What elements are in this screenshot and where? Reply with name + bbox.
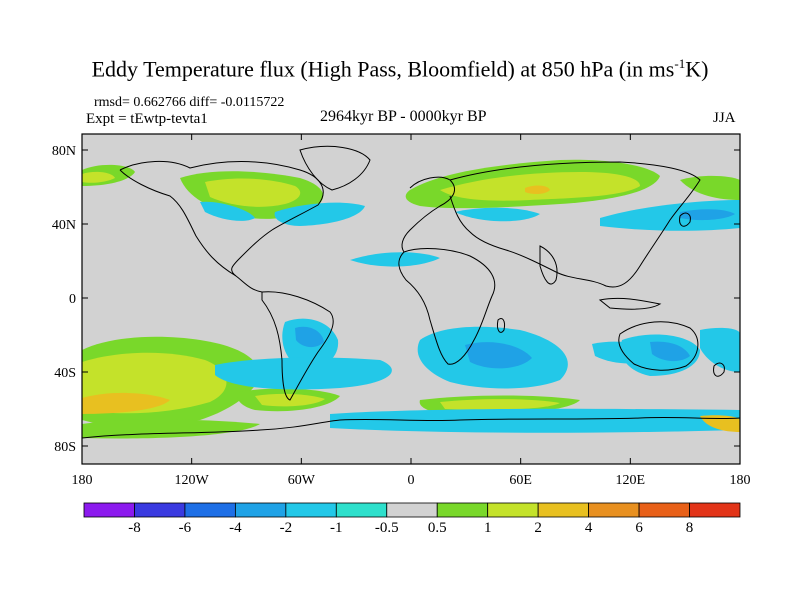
- coastline-antarctica: [81, 416, 741, 439]
- lon-axis: 180 120W 60W 0 60E 120E 180: [72, 134, 751, 488]
- coastline-europe: [401, 176, 455, 253]
- colorbar-label: 0.5: [427, 520, 447, 536]
- lon-label: 180: [730, 473, 751, 488]
- patch-east-asia-dark: [680, 209, 735, 221]
- lon-label: 120W: [175, 473, 210, 488]
- colorbar-swatch: [436, 502, 489, 518]
- colorbar-swatch: [487, 502, 539, 518]
- colorbar-label: -8: [128, 520, 141, 536]
- colorbar-swatch: [184, 502, 236, 518]
- patch-s-america-dark: [295, 326, 324, 348]
- lon-label: 0: [408, 473, 415, 488]
- map-title: Eddy Temperature flux (High Pass, Bloomf…: [91, 56, 709, 82]
- colorbar-label: -4: [229, 520, 242, 536]
- patch-s-pacific-orange: [82, 392, 170, 414]
- patch-eurasia-orange: [525, 185, 550, 195]
- colorbar-label: 4: [584, 520, 593, 536]
- patch-nw-pacific: [680, 175, 740, 200]
- patch-antarctic-green: [82, 419, 260, 439]
- lat-axis: 80N 40N 0 40S 80S: [52, 144, 740, 455]
- coastline-africa: [398, 248, 496, 365]
- coastline-madagascar: [497, 317, 505, 333]
- patch-atlantic-blue: [274, 202, 365, 226]
- colorbar-label: 2: [534, 520, 542, 536]
- colorbar-label: -6: [178, 520, 192, 536]
- patch-southern-yellow: [440, 399, 560, 410]
- lat-label: 0: [69, 292, 76, 307]
- patch-mid-asia-blue: [455, 207, 540, 222]
- lat-label: 40N: [52, 218, 76, 233]
- coastline-japan: [679, 212, 691, 227]
- lon-label: 180: [72, 473, 93, 488]
- colorbar-label: -0.5: [374, 520, 399, 536]
- patch-n-canada-cyan: [200, 201, 255, 221]
- experiment-text: Expt = tEwtp-tevta1: [86, 111, 208, 127]
- patch-east-asia-blue: [600, 200, 740, 231]
- coastline-new-zealand: [713, 362, 725, 377]
- patch-n-africa-blue: [350, 252, 440, 267]
- colorbar-label: 1: [483, 520, 492, 536]
- colorbar: [83, 502, 741, 518]
- colorbar-swatch: [234, 502, 287, 518]
- colorbar-label: 8: [685, 520, 694, 536]
- colorbar-swatch: [689, 502, 741, 518]
- colorbar-swatch: [537, 502, 590, 518]
- lat-label: 80N: [52, 144, 76, 159]
- lon-label: 120E: [616, 473, 646, 488]
- colorbar-swatch: [638, 502, 690, 518]
- coastlines: [81, 145, 741, 439]
- season-text: JJA: [713, 110, 736, 126]
- colorbar-swatch: [335, 502, 388, 518]
- coastline-india: [539, 245, 558, 285]
- coastline-north-america: [119, 160, 324, 293]
- patch-n-canada-inner: [205, 178, 301, 207]
- coastline-south-america: [261, 291, 334, 401]
- coastline-greenland: [299, 145, 371, 191]
- stats-text: rmsd= 0.662766 diff= -0.0115722: [94, 95, 285, 110]
- colorbar-swatch: [285, 502, 337, 518]
- coastline-indonesia: [598, 297, 662, 310]
- lat-label: 40S: [54, 366, 76, 381]
- colorbar-swatch: [386, 502, 438, 518]
- colorbar-swatch: [83, 502, 135, 518]
- patch-s-atlantic: [215, 357, 392, 390]
- map-panel: 80N 40N 0 40S 80S 180 120W 60W 0 60E 120E 180: [52, 133, 751, 488]
- patch-s-africa-dark: [465, 342, 532, 369]
- coastline-asia: [449, 161, 701, 288]
- colorbar-label: -2: [279, 520, 293, 536]
- patch-tasman: [700, 327, 740, 372]
- colorbar-label: 6: [635, 520, 643, 536]
- lat-label: 80S: [54, 440, 76, 455]
- patch-alaska-yellow: [82, 171, 115, 183]
- colorbar-swatch: [134, 502, 186, 518]
- anomaly-field: [82, 159, 740, 439]
- colorbar-swatch: [588, 502, 640, 518]
- coastline-australia: [618, 321, 699, 371]
- patch-australia-dark: [650, 341, 690, 362]
- patch-antarctic-orange: [700, 415, 740, 432]
- colorbar-label: -1: [330, 520, 343, 536]
- period-text: 2964kyr BP - 0000kyr BP: [320, 108, 487, 125]
- lon-label: 60W: [288, 473, 316, 488]
- coastline-north-america-west: [119, 169, 237, 277]
- patch-antarctic-blue: [330, 408, 740, 433]
- lon-label: 60E: [509, 473, 532, 488]
